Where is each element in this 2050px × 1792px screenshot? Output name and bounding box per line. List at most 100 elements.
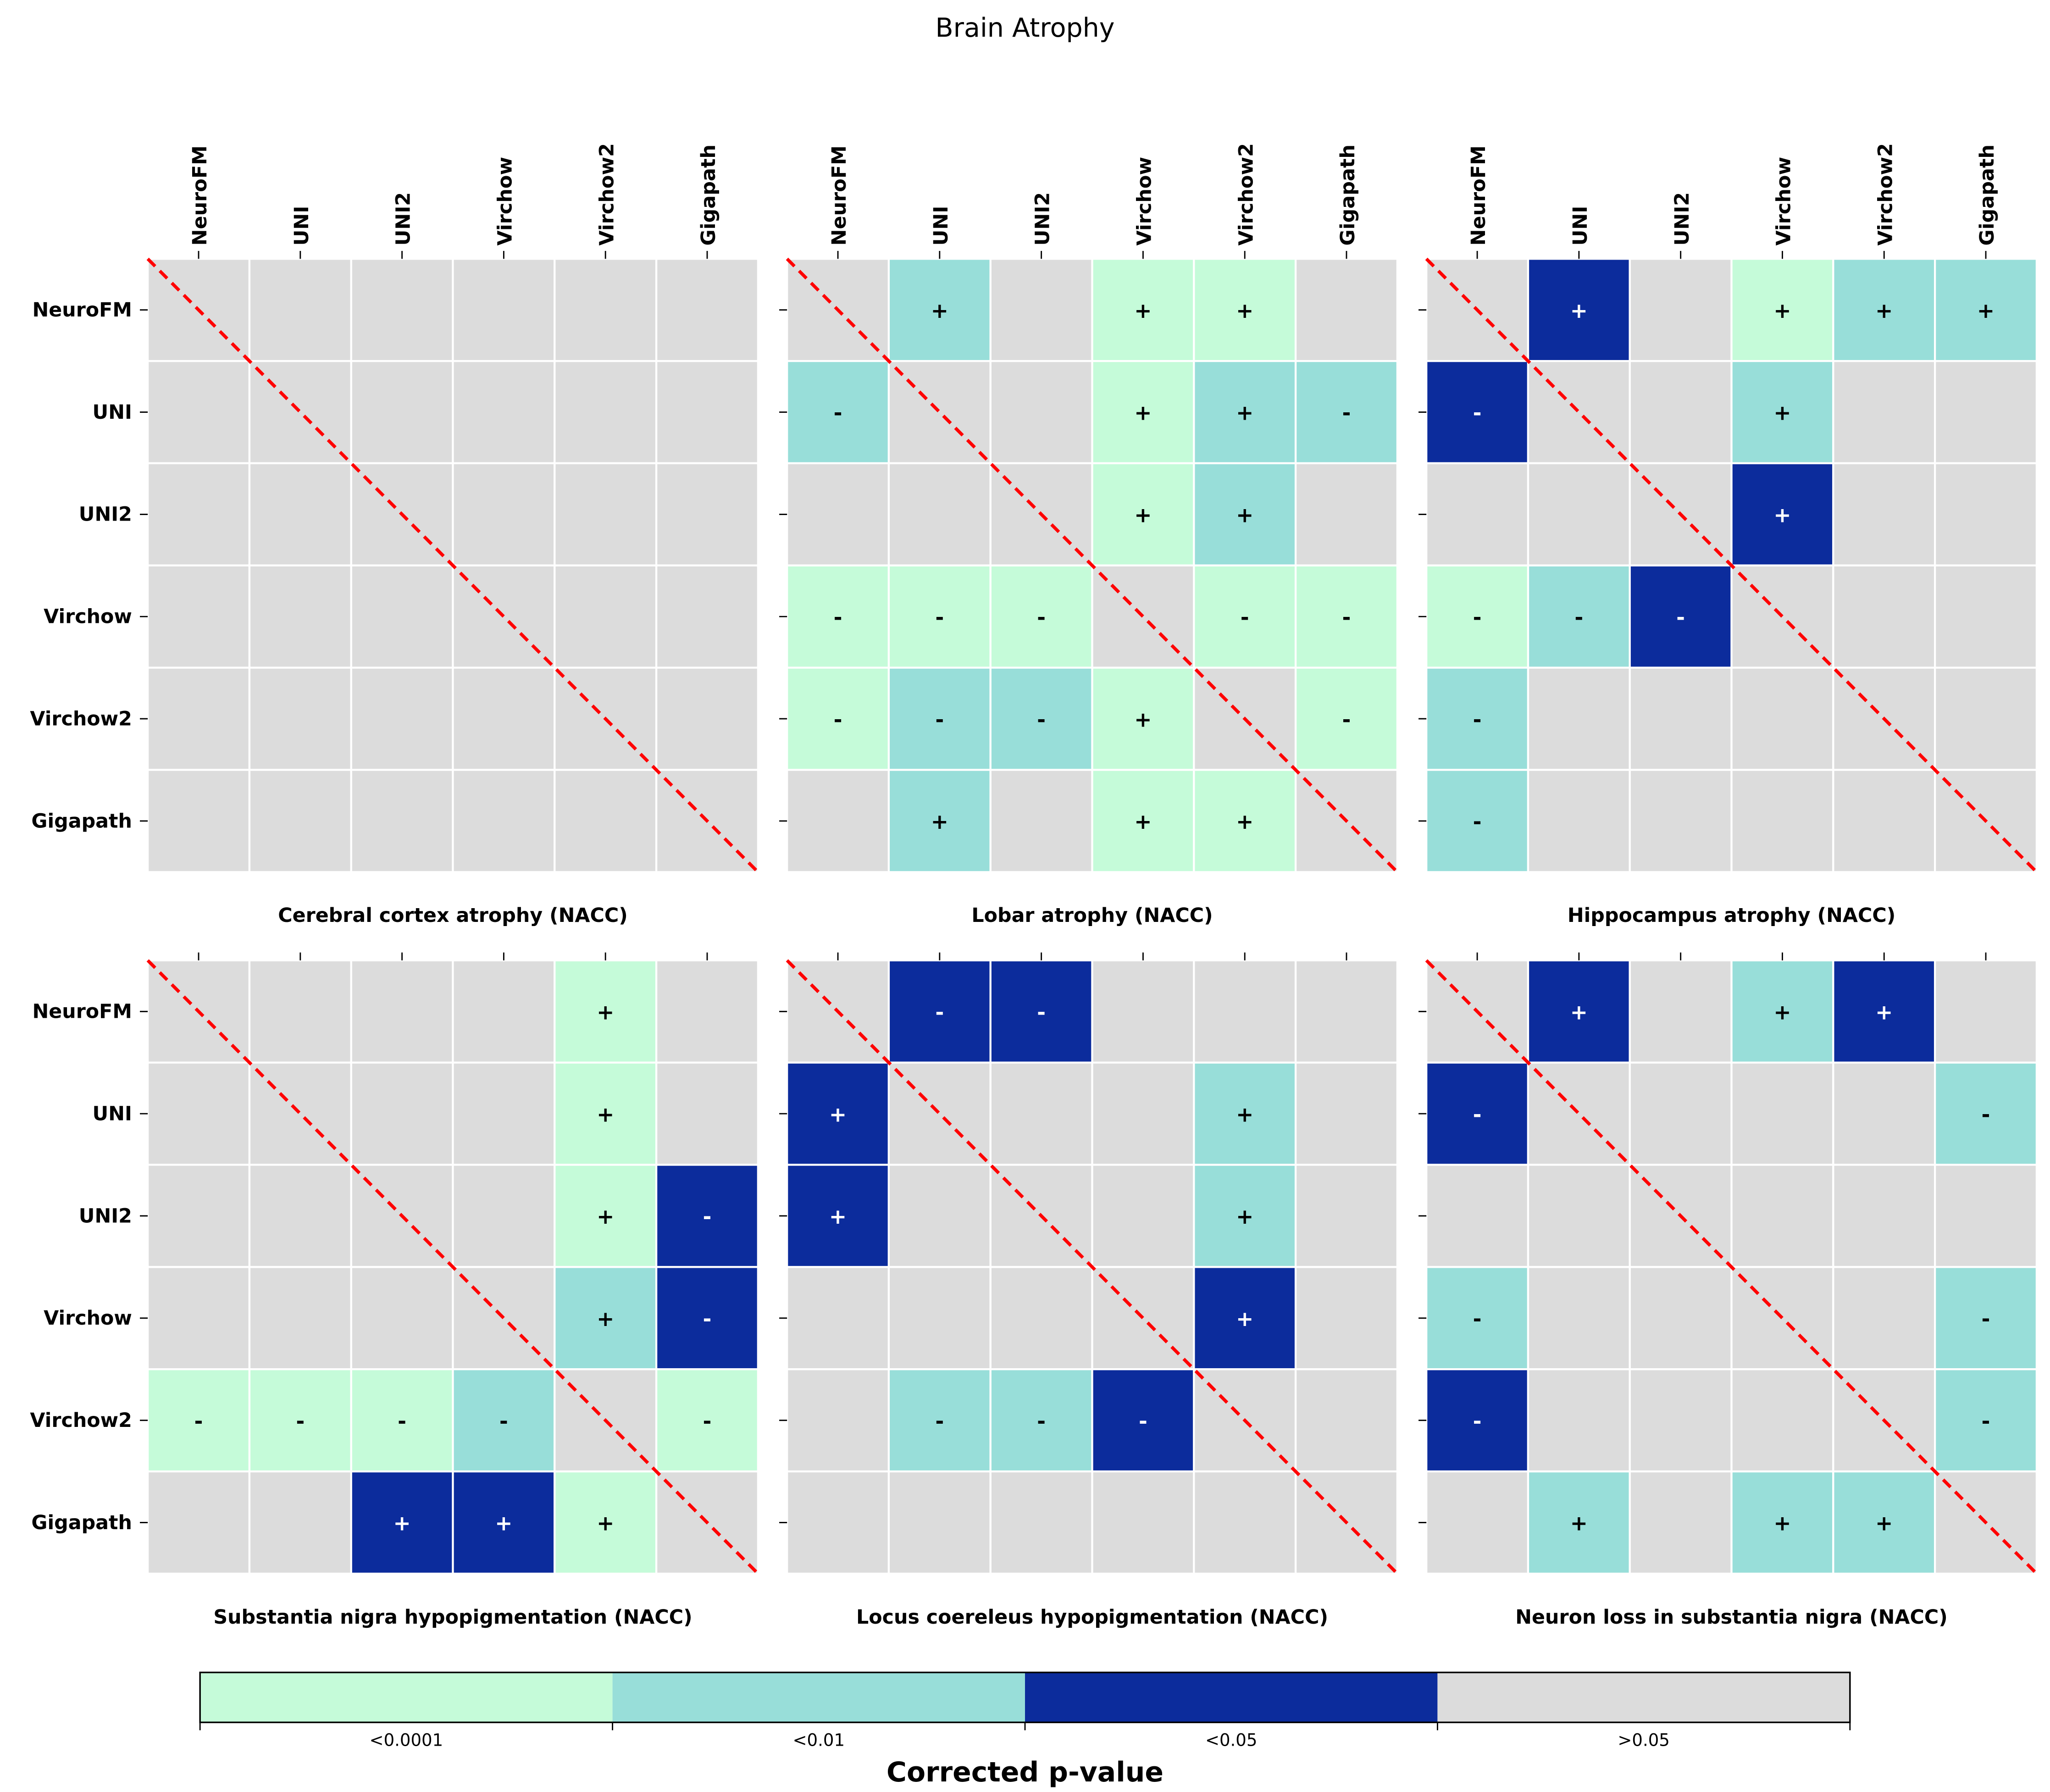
heatmap-cell (887, 1164, 992, 1268)
diagonal-reference-line (1425, 257, 2038, 873)
heatmap-cell (786, 462, 890, 566)
heatmap-cell (350, 564, 454, 669)
heatmap-cell (1527, 959, 1631, 1064)
heatmap-cell (1730, 1061, 1834, 1166)
cell-sign-label: + (931, 299, 948, 323)
heatmap-cell (248, 1164, 352, 1268)
heatmap-cell (554, 1470, 658, 1575)
heatmap-cell (146, 769, 251, 873)
heatmap-cell (1832, 1164, 1936, 1268)
heatmap-cell (1294, 360, 1399, 465)
heatmap-cell (452, 462, 556, 566)
cell-sign-label: + (1570, 1000, 1588, 1024)
cell-sign-label: + (597, 1511, 614, 1536)
heatmap-cell (248, 1470, 352, 1575)
heatmap-cell (350, 258, 454, 362)
heatmap-cell (146, 1266, 251, 1370)
cell-sign-label: + (1875, 1511, 1893, 1536)
heatmap-cell (786, 1368, 890, 1473)
heatmap-cell (1934, 564, 2038, 669)
cell-sign-label: - (1037, 707, 1046, 732)
heatmap-cell (1193, 360, 1297, 465)
heatmap-cell (1294, 258, 1399, 362)
heatmap-cell (655, 462, 759, 566)
cell-sign-label: - (703, 1204, 712, 1229)
heatmap-cell (1294, 959, 1399, 1064)
cell-sign-label: + (829, 1102, 847, 1126)
heatmap-panel-1: NeuroFM NeuroFM UNI UNI UNI2 UNI2 Virchow Virch… (30, 143, 759, 927)
x-tick-label: Gigapath (697, 144, 720, 246)
heatmap-panel-3: + + + + - + + - - - - - NeuroFM UNI UNI2 Virchow Virchow… (1418, 143, 2038, 927)
heatmap-cell (1091, 1164, 1195, 1268)
heatmap-cell (1091, 959, 1195, 1064)
heatmap-cell (887, 666, 992, 771)
cell-sign-label: - (834, 401, 842, 425)
cell-sign-label: - (398, 1409, 406, 1433)
cell-sign-label: + (1134, 299, 1152, 323)
heatmap-cell (1832, 959, 1936, 1064)
heatmap-cell (248, 769, 352, 873)
heatmap-cell (146, 1061, 251, 1166)
colorbar-swatch (1437, 1672, 1850, 1723)
heatmap-cell (1629, 666, 1733, 771)
cell-sign-label: + (597, 1102, 614, 1126)
heatmap-cell (989, 666, 1093, 771)
heatmap-cell (1629, 360, 1733, 465)
panel-title: Lobar atrophy (NACC) (971, 904, 1213, 927)
heatmap-cell (887, 1061, 992, 1166)
cell-sign-label: + (1134, 810, 1152, 834)
heatmap-cell (1934, 1368, 2038, 1473)
diagonal-reference-line (786, 959, 1399, 1575)
heatmap-cell (1193, 959, 1297, 1064)
heatmap-cell (1832, 1266, 1936, 1370)
x-tick-label: UNI (290, 206, 313, 246)
colorbar-swatch (1025, 1672, 1438, 1723)
heatmap-cell (1629, 1368, 1733, 1473)
heatmap-panel-2: + + + - + + - + + - - - - - - - - + - + + + NeuroFM UNI UNI2 Virc… (779, 143, 1399, 927)
y-tick-label: Virchow2 (30, 707, 132, 730)
heatmap-cell (554, 360, 658, 465)
x-tick-label: UNI2 (1671, 192, 1694, 246)
heatmap-cell (655, 360, 759, 465)
heatmap-cell (452, 258, 556, 362)
cell-sign-label: - (1342, 707, 1351, 732)
cell-sign-label: - (935, 707, 944, 732)
heatmap-cell (887, 1470, 992, 1575)
heatmap-cell (1527, 360, 1631, 465)
heatmap-cell (452, 1061, 556, 1166)
colorbar-swatch (200, 1672, 613, 1723)
heatmap-cell (655, 1368, 759, 1473)
y-tick-label: Gigapath (31, 810, 132, 832)
heatmap-cell (1425, 1164, 1529, 1268)
heatmap-cell (1294, 564, 1399, 669)
colorbar-title: Corrected p-value (886, 1756, 1164, 1788)
panel-title: Hippocampus atrophy (NACC) (1568, 904, 1895, 927)
cell-sign-label: + (1977, 299, 1995, 323)
heatmap-cell (1425, 1061, 1529, 1166)
cell-sign-label: - (1574, 605, 1583, 629)
heatmap-cell (554, 959, 658, 1064)
x-tick-label: UNI2 (1031, 192, 1054, 246)
heatmap-cell (1934, 1164, 2038, 1268)
heatmap-cell (1730, 769, 1834, 873)
heatmap-cell (554, 1266, 658, 1370)
panel-title: Neuron loss in substantia nigra (NACC) (1515, 1606, 1948, 1629)
heatmap-cell (887, 564, 992, 669)
heatmap-cell (1730, 959, 1834, 1064)
heatmap-cell (1527, 769, 1631, 873)
heatmap-cell (146, 1164, 251, 1268)
heatmap-cell (786, 1470, 890, 1575)
cell-sign-label: + (1236, 503, 1253, 527)
heatmap-cell (989, 258, 1093, 362)
cell-sign-label: + (1773, 299, 1791, 323)
x-tick-label: NeuroFM (1467, 145, 1490, 245)
heatmap-cell (1629, 1470, 1733, 1575)
heatmap-cell (554, 564, 658, 669)
cell-sign-label: - (1037, 1409, 1046, 1433)
x-tick-label: Virchow (1133, 157, 1156, 246)
heatmap-cell (1730, 360, 1834, 465)
cell-sign-label: + (597, 1307, 614, 1331)
heatmap-cell (1193, 462, 1297, 566)
y-tick-label: NeuroFM (32, 299, 132, 322)
cell-sign-label: - (194, 1409, 203, 1433)
